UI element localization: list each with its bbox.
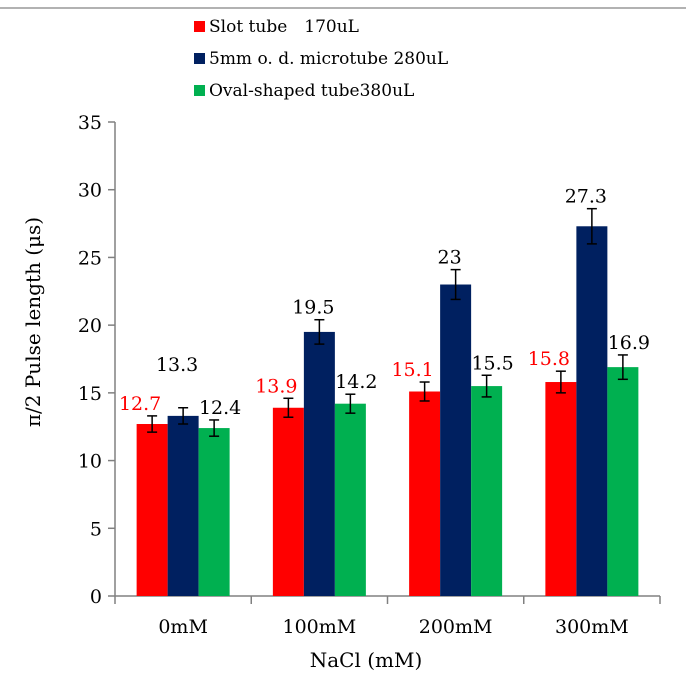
legend-swatch xyxy=(194,21,205,32)
data-label: 15.8 xyxy=(528,348,570,370)
x-tick-label: 100mM xyxy=(283,616,357,638)
bar xyxy=(136,424,168,596)
data-label: 23 xyxy=(438,247,462,269)
bars xyxy=(136,226,639,596)
y-tick-label: 35 xyxy=(78,112,102,134)
bar xyxy=(471,386,503,596)
y-tick-label: 5 xyxy=(90,518,102,540)
legend-swatch xyxy=(194,53,205,64)
bar xyxy=(167,415,199,596)
data-labels: 12.7 13.9 15.1 15.8 13.3 19.5 23 27.3 12.4 14.2 15… xyxy=(119,186,650,419)
error-bars xyxy=(147,207,628,437)
x-tick-label: 0mM xyxy=(158,616,208,638)
legend-swatch xyxy=(194,85,205,96)
bar xyxy=(409,391,441,596)
y-tick-label: 0 xyxy=(90,586,102,608)
x-tick-label: 300mM xyxy=(555,616,629,638)
bar xyxy=(545,382,577,596)
legend-entry: Slot tube 170uL xyxy=(209,17,359,37)
data-label: 12.7 xyxy=(119,393,161,415)
x-axis-title: NaCl (mM) xyxy=(310,648,423,672)
bar xyxy=(576,226,608,596)
x-tick-label: 200mM xyxy=(419,616,493,638)
data-label: 27.3 xyxy=(565,186,607,208)
y-axis: 0 5 10 15 20 25 30 35 xyxy=(78,112,116,608)
y-tick-label: 30 xyxy=(78,180,102,202)
y-tick-label: 15 xyxy=(78,383,102,405)
data-label: 16.9 xyxy=(608,332,650,354)
bar xyxy=(303,331,335,596)
legend-entry: 5mm o. d. microtube 280uL xyxy=(209,49,448,69)
bar xyxy=(334,403,366,596)
data-label: 12.4 xyxy=(199,397,241,419)
y-tick-label: 25 xyxy=(78,247,102,269)
legend: Slot tube 170uL 5mm o. d. microtube 280uL… xyxy=(194,17,448,101)
legend-entry: Oval-shaped tube380uL xyxy=(209,81,414,101)
y-tick-label: 20 xyxy=(78,315,102,337)
data-label: 14.2 xyxy=(335,371,377,393)
x-axis: 0mM 100mM 200mM 300mM xyxy=(114,595,661,638)
data-label: 13.3 xyxy=(156,354,198,376)
bar xyxy=(272,407,304,596)
y-tick-label: 10 xyxy=(78,451,102,473)
bar xyxy=(440,284,472,596)
data-label: 13.9 xyxy=(255,375,297,397)
data-label: 15.1 xyxy=(391,359,433,381)
data-label: 15.5 xyxy=(471,352,513,374)
bar xyxy=(198,428,230,596)
bar xyxy=(607,367,639,596)
data-label: 19.5 xyxy=(292,297,334,319)
y-axis-title: π/2 Pulse length (μs) xyxy=(21,217,45,427)
